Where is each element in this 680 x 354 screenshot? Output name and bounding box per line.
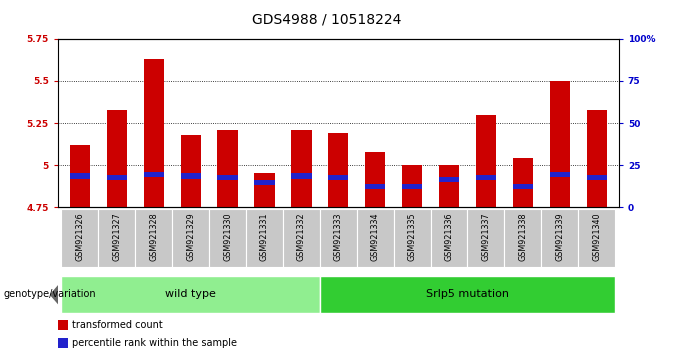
Bar: [513, 158, 533, 207]
Text: GSM921329: GSM921329: [186, 212, 195, 261]
Bar: [99, 209, 135, 267]
Bar: [587, 175, 607, 180]
Bar: [320, 209, 357, 267]
Text: GSM921340: GSM921340: [592, 213, 601, 261]
Bar: [513, 183, 533, 189]
Bar: [143, 59, 164, 207]
Text: GSM921338: GSM921338: [518, 213, 527, 261]
Bar: [549, 172, 570, 177]
Bar: [254, 173, 275, 207]
Bar: [394, 209, 430, 267]
Bar: [143, 172, 164, 177]
Bar: [291, 173, 311, 178]
Bar: [328, 133, 348, 207]
Bar: [70, 145, 90, 207]
Bar: [254, 180, 275, 185]
Text: GSM921326: GSM921326: [75, 213, 84, 261]
Bar: [365, 152, 386, 207]
Text: GSM921328: GSM921328: [150, 213, 158, 261]
Bar: [402, 183, 422, 189]
Bar: [135, 209, 172, 267]
Text: GSM921339: GSM921339: [556, 213, 564, 261]
Text: Srlp5 mutation: Srlp5 mutation: [426, 289, 509, 299]
Bar: [107, 110, 127, 207]
Text: GSM921331: GSM921331: [260, 213, 269, 261]
Bar: [180, 173, 201, 178]
Bar: [61, 209, 99, 267]
Bar: [402, 165, 422, 207]
Bar: [180, 135, 201, 207]
Text: genotype/variation: genotype/variation: [3, 289, 96, 299]
Bar: [357, 209, 394, 267]
Bar: [365, 183, 386, 189]
Bar: [320, 276, 615, 313]
Text: GSM921332: GSM921332: [297, 213, 306, 261]
Bar: [541, 209, 578, 267]
Polygon shape: [50, 285, 58, 305]
Bar: [107, 175, 127, 180]
Bar: [439, 165, 459, 207]
Bar: [549, 81, 570, 207]
Bar: [218, 130, 238, 207]
Bar: [476, 115, 496, 207]
Bar: [209, 209, 246, 267]
Text: GSM921330: GSM921330: [223, 213, 232, 261]
Bar: [430, 209, 467, 267]
Bar: [58, 338, 67, 348]
Bar: [505, 209, 541, 267]
Bar: [328, 175, 348, 180]
Bar: [172, 209, 209, 267]
Bar: [283, 209, 320, 267]
Text: GSM921333: GSM921333: [334, 213, 343, 261]
Text: GSM921334: GSM921334: [371, 213, 379, 261]
Text: wild type: wild type: [165, 289, 216, 299]
Bar: [467, 209, 505, 267]
Bar: [58, 320, 67, 330]
Bar: [218, 175, 238, 180]
Text: percentile rank within the sample: percentile rank within the sample: [71, 338, 237, 348]
Bar: [587, 110, 607, 207]
Text: GSM921337: GSM921337: [481, 213, 490, 261]
Bar: [291, 130, 311, 207]
Text: GDS4988 / 10518224: GDS4988 / 10518224: [252, 12, 401, 27]
Text: GSM921335: GSM921335: [407, 213, 417, 261]
Bar: [476, 175, 496, 180]
Bar: [61, 276, 320, 313]
Bar: [70, 173, 90, 178]
Bar: [578, 209, 615, 267]
Bar: [439, 177, 459, 182]
Text: GSM921327: GSM921327: [112, 212, 121, 261]
Text: transformed count: transformed count: [71, 320, 163, 330]
Text: GSM921336: GSM921336: [445, 213, 454, 261]
Bar: [246, 209, 283, 267]
